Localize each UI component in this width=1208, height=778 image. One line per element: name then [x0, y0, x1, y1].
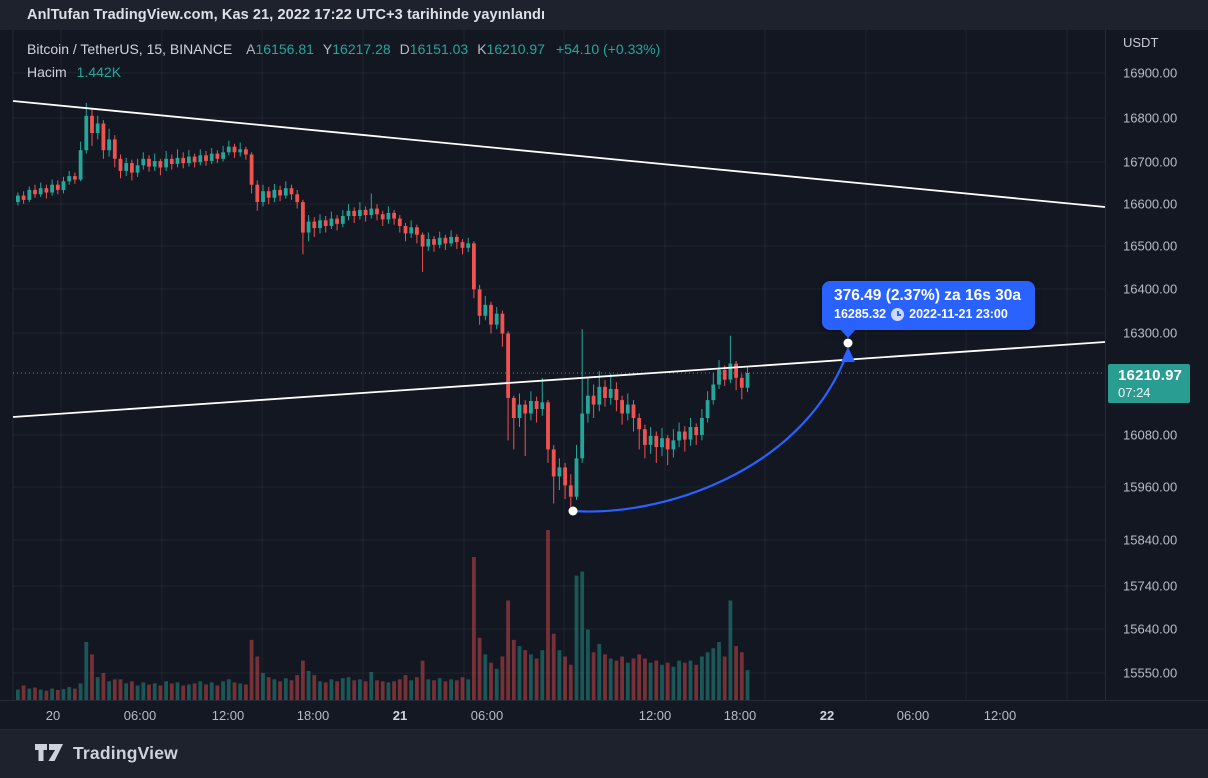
- high-value: Y16217.28: [322, 41, 391, 57]
- legend-symbol-row: Bitcoin / TetherUS, 15, BINANCE A16156.8…: [27, 38, 660, 61]
- tradingview-logo[interactable]: TradingView: [35, 743, 178, 764]
- chart-canvas[interactable]: [0, 30, 1208, 700]
- price-tick: 16300.00: [1123, 325, 1178, 341]
- projection-target-datetime: 2022-11-21 23:00: [909, 307, 1008, 321]
- open-value: A16156.81: [246, 41, 314, 57]
- price-tick: 15640.00: [1123, 621, 1178, 637]
- axis-currency-label: USDT: [1123, 35, 1159, 50]
- price-tick: 16900.00: [1123, 65, 1178, 81]
- current-price-label: 16210.97 07:24: [1108, 364, 1190, 403]
- volume-label[interactable]: Hacim: [27, 64, 67, 80]
- chart-legend: Bitcoin / TetherUS, 15, BINANCE A16156.8…: [27, 38, 660, 84]
- price-tick: 15740.00: [1123, 578, 1178, 594]
- clock-icon: [891, 308, 905, 321]
- grid: [13, 30, 1105, 700]
- chart-pane[interactable]: Bitcoin / TetherUS, 15, BINANCE A16156.8…: [0, 30, 1208, 700]
- trendline-descending[interactable]: [12, 100, 1106, 208]
- price-tick: 16080.00: [1123, 427, 1178, 443]
- time-tick: 21: [392, 708, 408, 723]
- price-tick: 16800.00: [1123, 110, 1178, 126]
- tradingview-logo-text: TradingView: [73, 743, 178, 763]
- attribution-text: AnlTufan TradingView.com, Kas 21, 2022 1…: [27, 7, 546, 23]
- price-tick: 16700.00: [1123, 154, 1178, 170]
- bar-countdown: 07:24: [1118, 385, 1151, 400]
- price-tick: 16400.00: [1123, 281, 1178, 297]
- projection-move-text: 376.49 (2.37%) za 16s 30a: [834, 287, 1021, 304]
- volume-bars: [16, 530, 750, 700]
- time-tick: 18:00: [723, 708, 757, 723]
- legend-volume-row: Hacim 1.442K: [27, 61, 660, 84]
- tradingview-logo-icon: [35, 743, 63, 761]
- time-axis[interactable]: 20 06:00 12:00 18:00 21 06:00 12:00 18:00 22 06:0…: [0, 700, 1208, 730]
- time-tick: 18:00: [296, 708, 330, 723]
- candles: [16, 102, 750, 511]
- change-value: +54.10 (+0.33%): [555, 41, 661, 57]
- current-price-value: 16210.97: [1118, 367, 1183, 384]
- low-value: D16151.03: [399, 41, 469, 57]
- attribution-bar: AnlTufan TradingView.com, Kas 21, 2022 1…: [0, 0, 1208, 30]
- price-tick: 16600.00: [1123, 196, 1178, 212]
- price-tick: 15840.00: [1123, 532, 1178, 548]
- price-tick: 15550.00: [1123, 665, 1178, 681]
- projection-tooltip[interactable]: 376.49 (2.37%) za 16s 30a 16285.32 2022-…: [822, 281, 1035, 338]
- close-value: K16210.97: [477, 41, 545, 57]
- time-tick: 20: [45, 708, 61, 723]
- time-tick: 06:00: [470, 708, 504, 723]
- projection-target-row: 16285.32 2022-11-21 23:00: [834, 306, 1021, 323]
- time-tick: 12:00: [638, 708, 672, 723]
- symbol-title[interactable]: Bitcoin / TetherUS, 15, BINANCE: [27, 41, 233, 57]
- time-tick: 06:00: [896, 708, 930, 723]
- trendline-ascending[interactable]: [12, 341, 1106, 418]
- volume-value: 1.442K: [76, 64, 122, 80]
- price-tick: 15960.00: [1123, 479, 1178, 495]
- projection-target-price: 16285.32: [834, 307, 887, 321]
- projection-arrow[interactable]: [568, 338, 856, 516]
- time-tick: 12:00: [983, 708, 1017, 723]
- tooltip-pointer: [840, 329, 856, 338]
- footer-bar: TradingView: [0, 730, 1208, 777]
- time-tick: 12:00: [211, 708, 245, 723]
- time-tick: 06:00: [123, 708, 157, 723]
- price-tick: 16500.00: [1123, 238, 1178, 254]
- time-tick: 22: [819, 708, 835, 723]
